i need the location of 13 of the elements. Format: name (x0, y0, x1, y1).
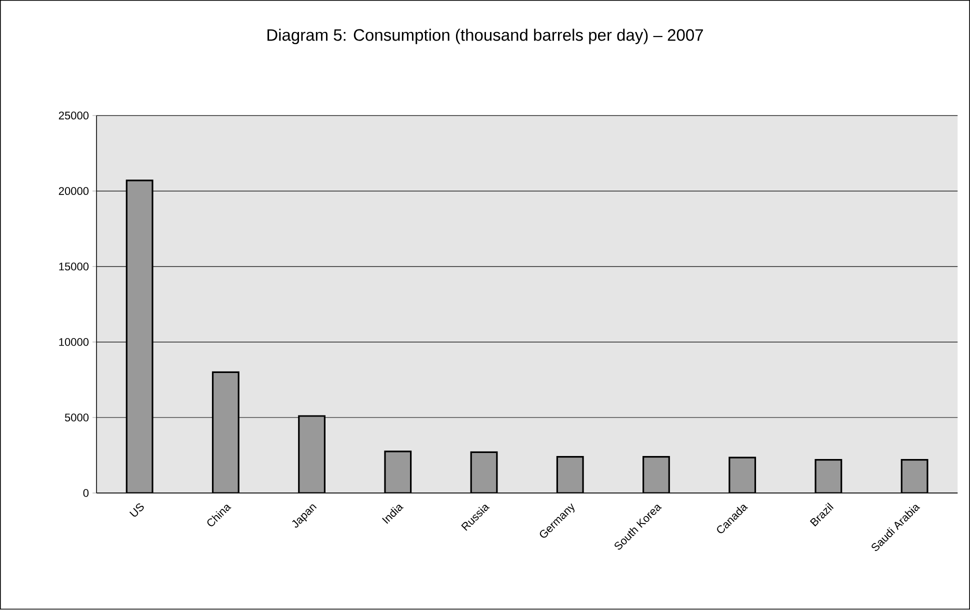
bar (212, 372, 240, 494)
bar (126, 180, 154, 494)
bar (642, 456, 670, 494)
y-tick-label: 25000 (58, 112, 89, 120)
bar (728, 456, 756, 494)
y-tick-label: 15000 (59, 262, 89, 271)
chart-title: Diagram 5: Consumption (thousand barrels per day) – 2007 (268, 28, 703, 44)
y-tick-label: 0 (83, 489, 89, 498)
y-tick-label: 10000 (59, 338, 89, 346)
y-tick-label: 20000 (58, 187, 89, 196)
y-tick-label: 5000 (64, 414, 89, 422)
x-tick-label: US (129, 504, 144, 517)
bar (298, 415, 326, 494)
